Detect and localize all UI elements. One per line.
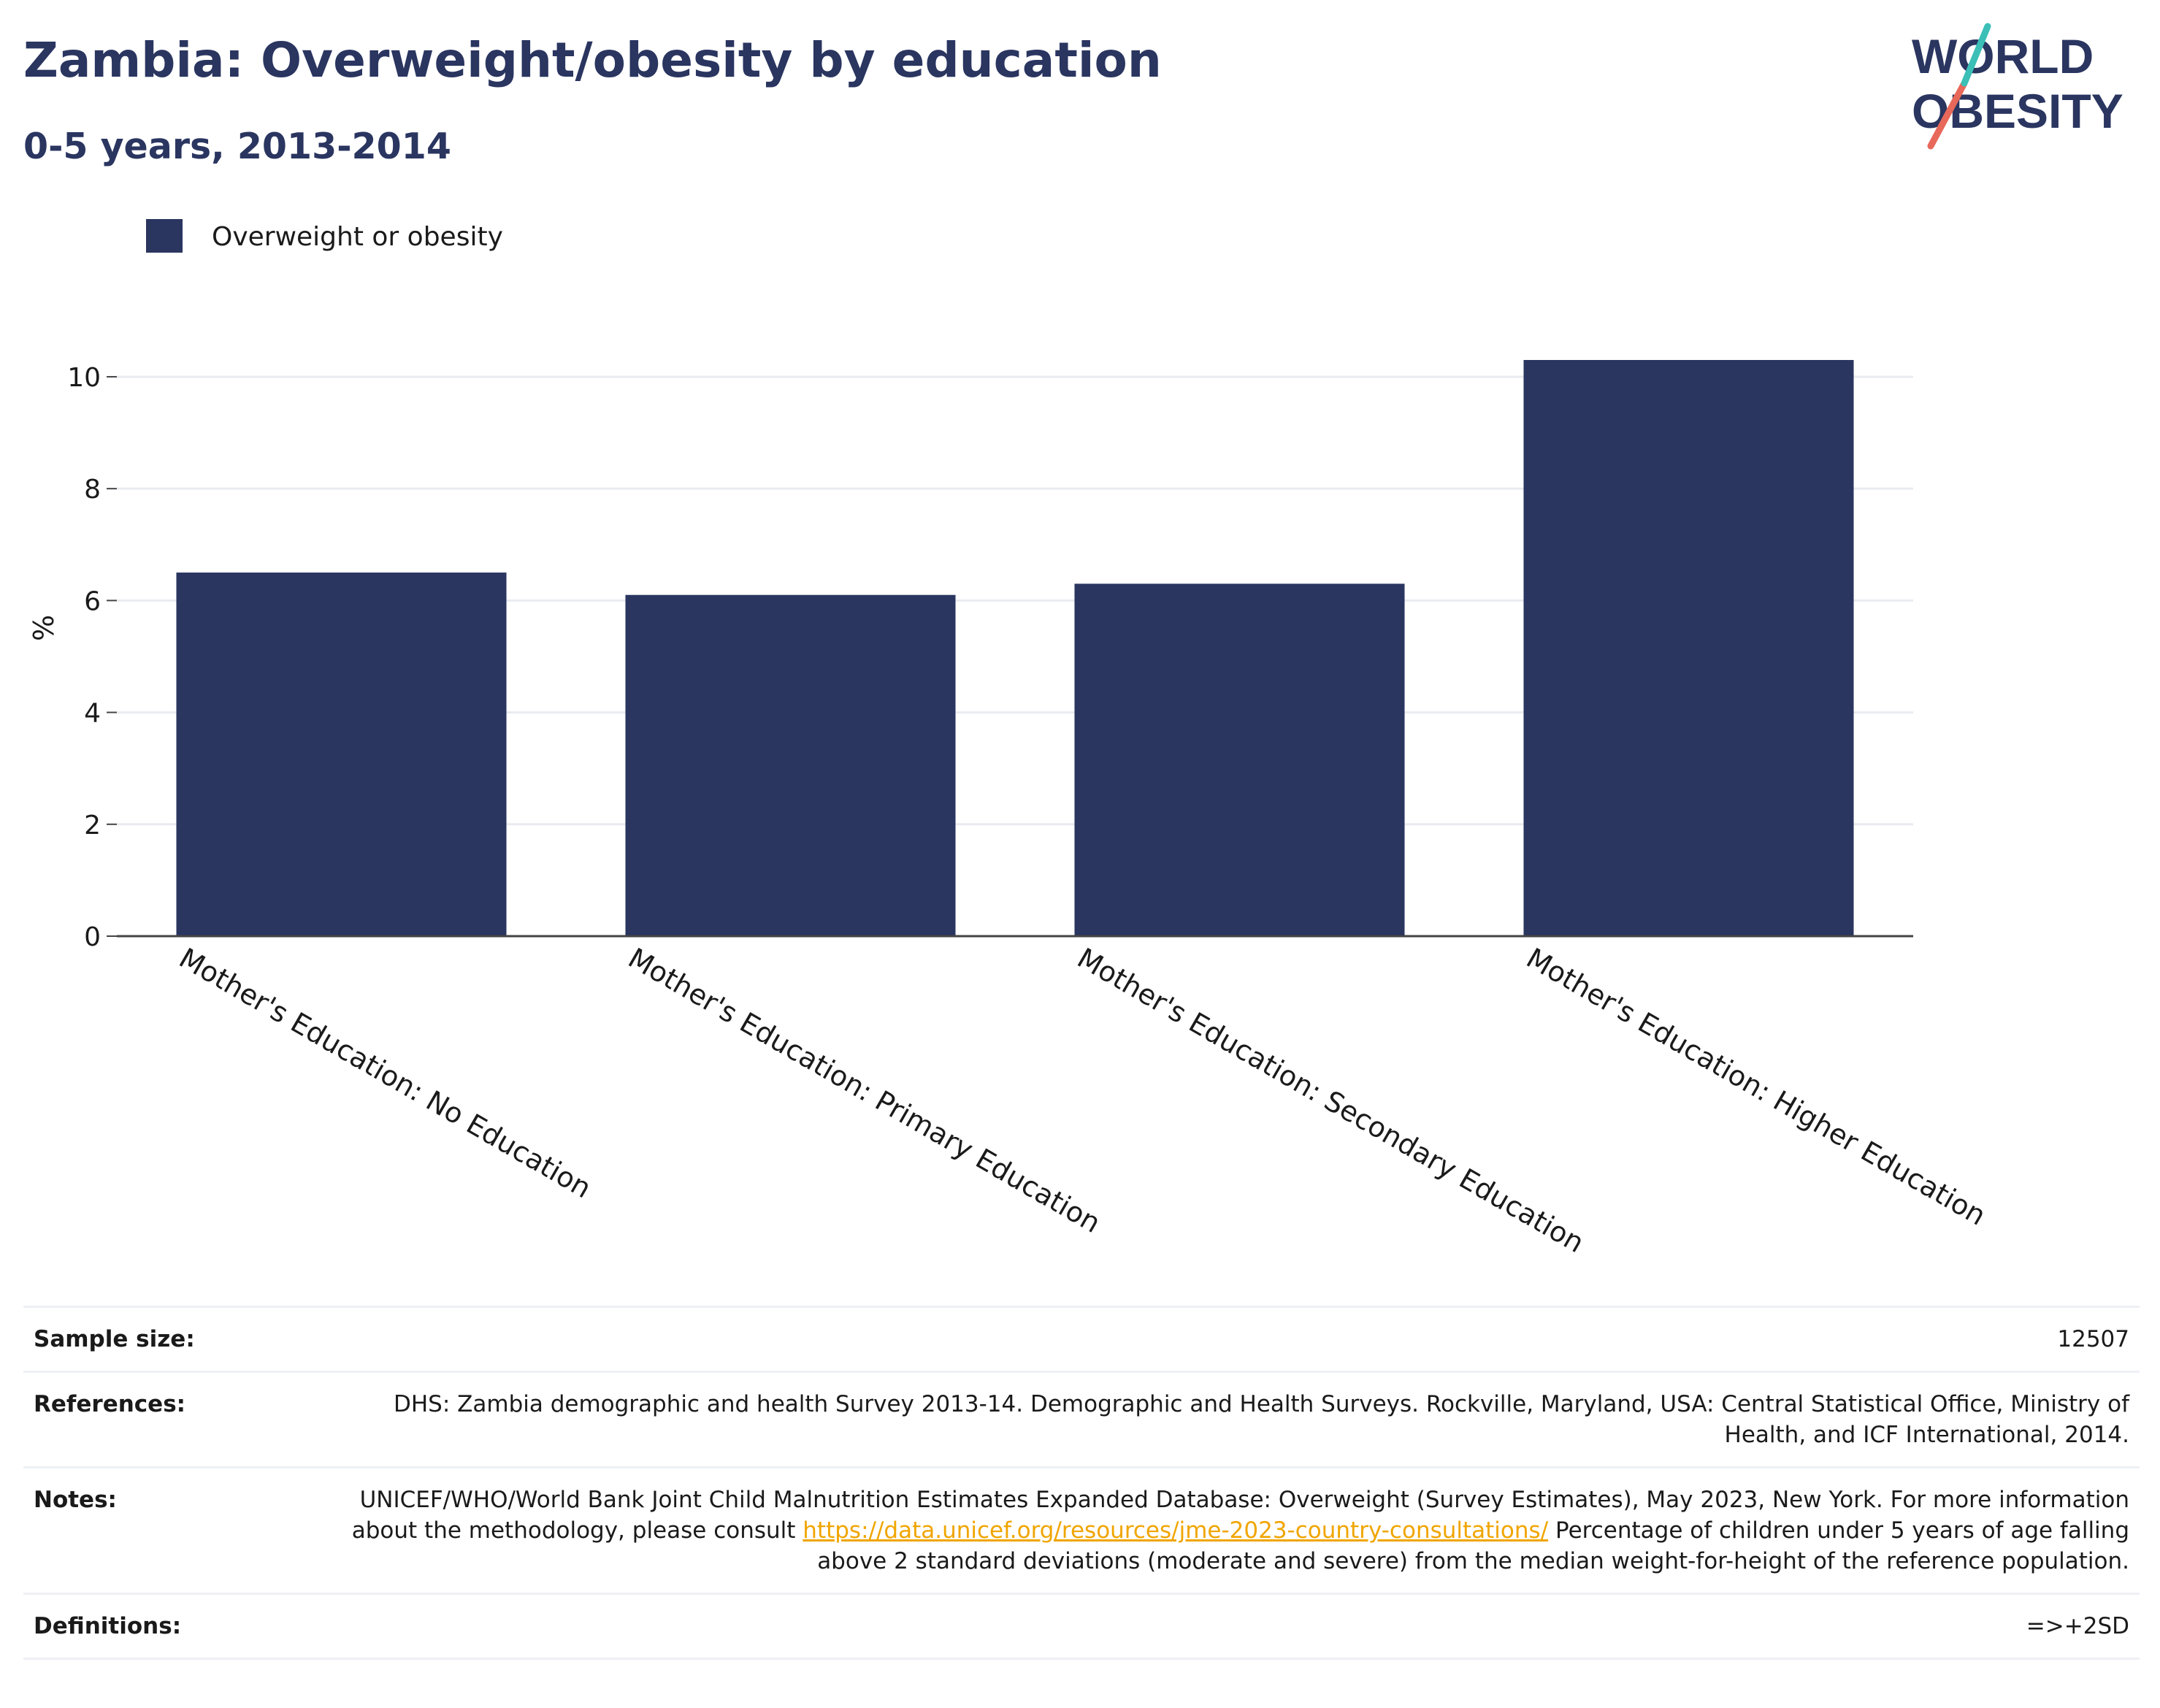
chart-legend: Overweight or obesity — [146, 219, 503, 253]
logo-slash-teal — [1961, 23, 1991, 87]
info-row-definitions: Definitions: =>+2SD — [23, 1593, 2140, 1659]
y-tick-labels: 0 2 4 6 8 10 — [67, 363, 101, 952]
y-axis-label: % — [28, 615, 60, 641]
sample-size-label: Sample size: — [34, 1326, 195, 1352]
definitions-value: =>+2SD — [2026, 1613, 2129, 1639]
x-tick-label: Mother's Education: No Education — [174, 942, 597, 1205]
bar-chart: Overweight or obesity 0 2 4 6 8 10 Mother's E… — [28, 219, 1991, 1260]
notes-text-after: Percentage of children under 5 years of … — [817, 1517, 2129, 1574]
bar — [176, 572, 507, 936]
legend-label: Overweight or obesity — [212, 222, 503, 252]
logo-slash-red — [1927, 80, 1968, 150]
page-title: Zambia: Overweight/obesity by education — [23, 32, 1162, 88]
y-tick-label: 4 — [84, 699, 101, 729]
bar — [1523, 359, 1854, 936]
notes-value: UNICEF/WHO/World Bank Joint Child Malnut… — [307, 1468, 2140, 1594]
notes-text-before: UNICEF/WHO/World Bank Joint Child Malnut… — [351, 1487, 2129, 1544]
y-tick-label: 8 — [84, 475, 101, 505]
bar — [1074, 583, 1405, 936]
bars — [176, 359, 1854, 936]
logo-line1: WORLD — [1912, 29, 2094, 83]
references-label: References: — [34, 1391, 186, 1417]
info-row-references: References: DHS: Zambia demographic and … — [23, 1371, 2140, 1468]
x-tick-label: Mother's Education: Higher Education — [1521, 942, 1991, 1232]
info-row-sample-size: Sample size: 12507 — [23, 1306, 2140, 1372]
x-tick-label: Mother's Education: Primary Education — [623, 942, 1106, 1239]
page-subtitle: 0-5 years, 2013-2014 — [23, 126, 451, 167]
definitions-label: Definitions: — [34, 1613, 182, 1639]
bar — [625, 594, 956, 936]
y-tick-label: 2 — [84, 811, 101, 840]
x-tick-label: Mother's Education: Secondary Education — [1072, 942, 1590, 1260]
info-table: Sample size: 12507 References: DHS: Zamb… — [23, 1306, 2140, 1660]
notes-label: Notes: — [34, 1487, 117, 1513]
references-value: DHS: Zambia demographic and health Surve… — [393, 1391, 2129, 1448]
world-obesity-logo: WORLD OBESITY — [1912, 23, 2123, 150]
legend-swatch — [146, 219, 183, 253]
y-tick-label: 10 — [67, 363, 101, 393]
x-tick-labels: Mother's Education: No Education Mother's… — [174, 942, 1991, 1260]
y-tick-label: 0 — [84, 922, 101, 952]
y-tick-label: 6 — [84, 586, 101, 616]
info-row-notes: Notes: UNICEF/WHO/World Bank Joint Child… — [23, 1467, 2140, 1594]
methodology-link[interactable]: https://data.unicef.org/resources/jme-20… — [803, 1517, 1549, 1544]
sample-size-value: 12507 — [2057, 1326, 2129, 1352]
